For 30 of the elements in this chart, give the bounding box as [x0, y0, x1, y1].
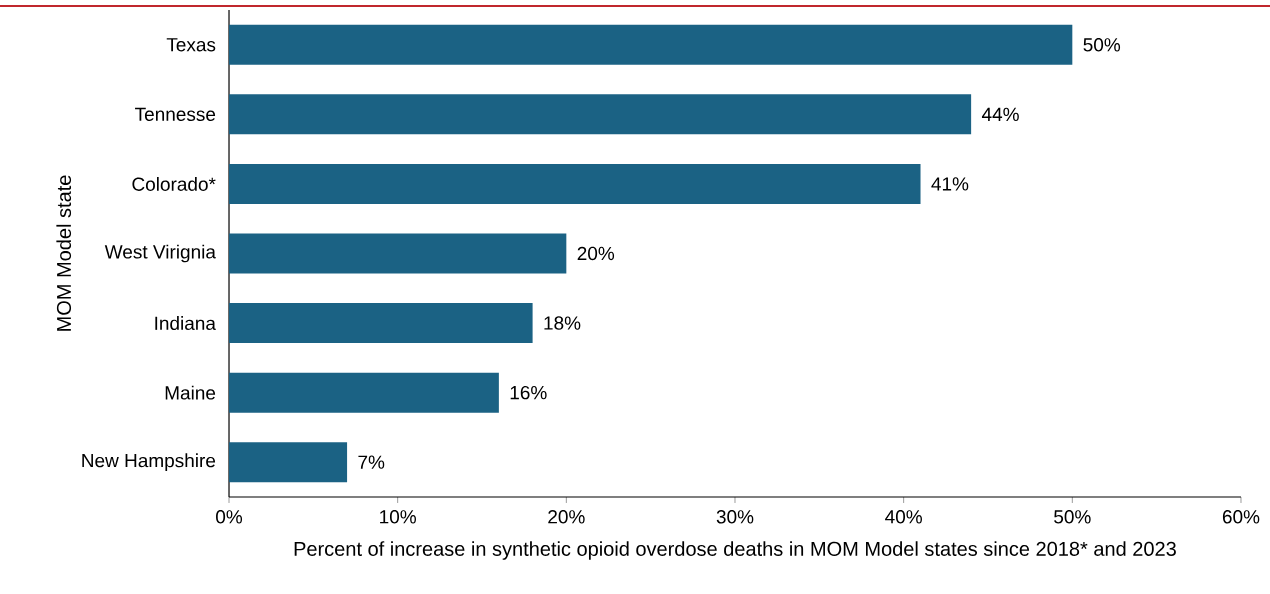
y-tick-label: Colorado* — [132, 176, 216, 191]
data-label: 20% — [577, 246, 615, 261]
x-axis-title: Percent of increase in synthetic opioid overdose deaths in MOM Model states since 2018* and 2023 — [294, 541, 1176, 560]
bar — [229, 163, 921, 204]
bar — [229, 94, 972, 135]
bar — [229, 233, 567, 274]
x-tick-label: 40% — [885, 510, 922, 524]
data-label: 41% — [931, 177, 969, 191]
x-tick-label: 20% — [548, 510, 585, 524]
bar — [229, 442, 348, 483]
y-tick-label: Indiana — [155, 316, 216, 331]
data-label: 7% — [358, 455, 385, 469]
data-label: 18% — [544, 316, 581, 330]
y-axis-title: MOM Model state — [56, 175, 72, 331]
data-label: 44% — [981, 107, 1019, 122]
y-tick-label: Texas — [166, 38, 216, 52]
x-tick-label: 60% — [1222, 510, 1260, 524]
y-tick-label: Tennesse — [135, 107, 216, 121]
data-label: 50% — [1083, 38, 1121, 52]
y-tick-label: New Hampshire — [82, 453, 216, 472]
bar — [229, 372, 499, 413]
y-tick-label: West Virignia — [104, 244, 216, 263]
x-tick-label: 30% — [716, 510, 754, 524]
data-label: 16% — [510, 385, 547, 400]
x-tick-label: 10% — [380, 510, 416, 524]
x-tick-label: 0% — [216, 510, 243, 524]
y-tick-label: Maine — [165, 385, 216, 400]
bar — [229, 303, 533, 344]
x-tick-label: 50% — [1054, 510, 1091, 524]
bar — [229, 24, 1073, 65]
